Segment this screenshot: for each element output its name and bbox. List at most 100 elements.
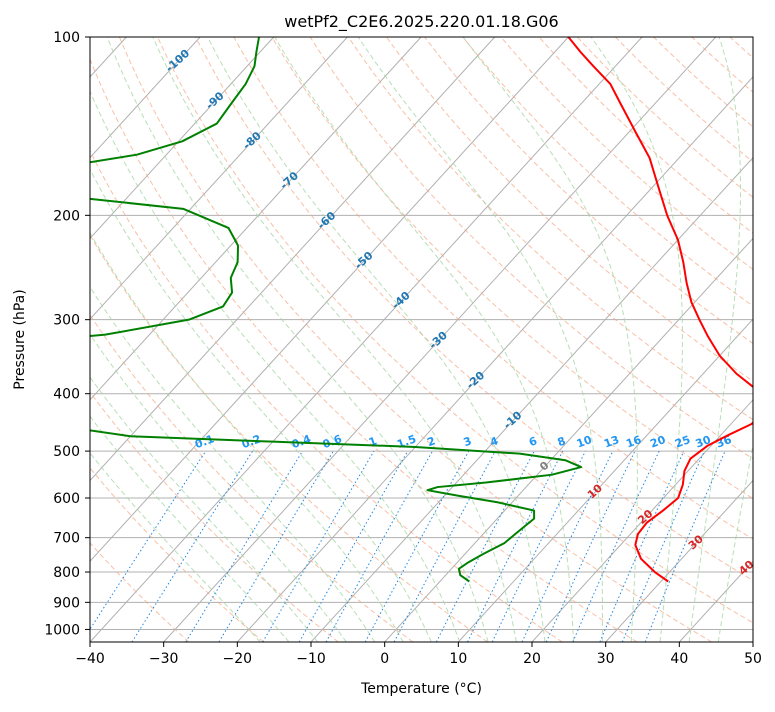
moist-adiabat-line: [717, 442, 753, 642]
y-tick-label: 900: [53, 595, 80, 611]
moist-adiabat-line: [152, 37, 517, 642]
mixing-ratio-label: 6: [527, 434, 539, 449]
mixing-ratio-label: 3: [462, 434, 474, 449]
mixing-ratio-line: [545, 450, 636, 642]
moist-adiabat-line: [90, 415, 290, 642]
x-tick-label: −20: [223, 651, 253, 667]
x-tick-label: 30: [597, 651, 615, 667]
x-tick-label: 10: [449, 651, 467, 667]
y-tick-label: 400: [53, 387, 80, 403]
isotherm-line: [384, 237, 753, 642]
dry-adiabat-line: [90, 467, 264, 642]
isotherm-line: [236, 76, 753, 642]
mixing-ratio-label: 8: [556, 434, 568, 449]
mixing-ratio-label: 0.6: [321, 432, 344, 451]
mixing-ratio-line: [262, 450, 375, 642]
x-tick-label: −40: [75, 651, 105, 667]
isotherm-line: [605, 479, 753, 642]
isotherm-line: [90, 37, 348, 320]
mixing-ratio-line: [621, 450, 705, 642]
plot-frame: [89, 36, 754, 643]
mixing-ratio-label: 1: [367, 434, 379, 449]
isotherm-line: [90, 37, 201, 159]
x-tick-label: −10: [296, 651, 326, 667]
moist-adiabat-line: [90, 452, 261, 642]
mixing-ratio-label: 2: [426, 434, 438, 449]
dry-adiabat-line: [90, 149, 563, 642]
moist-adiabat-line: [90, 286, 376, 642]
dry-adiabat-line: [90, 391, 339, 642]
mixing-ratio-line: [364, 450, 470, 642]
x-tick-label: 40: [670, 651, 688, 667]
isotherm-line: [90, 37, 496, 482]
moist-adiabat-line: [90, 90, 461, 642]
dry-adiabat-line: [233, 37, 753, 540]
moist-adiabat-line: [90, 231, 404, 642]
mixing-ratio-line: [572, 450, 660, 642]
dry-adiabat-line: [195, 37, 753, 582]
mixing-ratio-label: 36: [714, 433, 733, 451]
moist-adiabat-line: [207, 37, 546, 642]
chart-title: wetPf2_C2E6.2025.220.01.18.G06: [284, 12, 558, 32]
y-tick-label: 300: [53, 313, 80, 329]
isotherm-line: [90, 37, 569, 563]
x-tick-label: 0: [380, 651, 389, 667]
mixing-ratio-line: [521, 450, 614, 642]
moist-adiabat-line: [90, 168, 432, 642]
y-tick-label: 800: [53, 565, 80, 581]
x-tick-label: −30: [149, 651, 179, 667]
mixing-ratio-line: [185, 450, 303, 642]
moist-adiabat-line: [90, 333, 347, 642]
mixing-ratio-line: [644, 450, 726, 642]
mixing-ratio-label: 16: [624, 433, 643, 451]
mixing-ratio-line: [131, 450, 254, 642]
dry-adiabat-line: [157, 37, 753, 624]
isotherm-line: [90, 37, 422, 401]
y-axis: 1000 900 800 700 600 500 400 300 200 100: [44, 30, 90, 638]
y-tick-label: 100: [53, 30, 80, 46]
moist-adiabat-line: [274, 37, 575, 642]
mixing-ratio-label: 20: [649, 433, 668, 451]
y-axis-label: Pressure (hPa): [12, 289, 28, 389]
y-tick-label: 700: [53, 531, 80, 547]
mixing-ratio-label: 0.1: [193, 432, 216, 451]
plot-area: [90, 37, 753, 642]
dry-adiabat-line: [576, 37, 753, 198]
isotherm-line: [457, 318, 753, 642]
y-tick-label: 1000: [44, 622, 80, 638]
mixing-ratio-label: 13: [602, 433, 621, 450]
mixing-ratio-label: 10: [575, 433, 594, 451]
dry-adiabat-line: [386, 37, 753, 382]
sounding-profiles: [90, 37, 753, 583]
isotherm-line: [90, 37, 275, 240]
mixing-ratio-line: [218, 450, 334, 642]
x-axis-label: Temperature (°C): [360, 681, 482, 697]
moist-adiabat-line: [590, 37, 683, 642]
mixing-ratio-line: [325, 450, 433, 642]
mixing-ratio-line: [491, 450, 586, 642]
temperature-profile: [567, 37, 753, 583]
moist-adiabat-line: [357, 37, 603, 642]
moist-adiabat-line: [688, 37, 741, 642]
mixing-ratio-line: [298, 450, 409, 642]
dry-adiabat-line: [615, 37, 753, 163]
dry-adiabat-line: [462, 37, 753, 307]
moist-adiabat-line: [462, 37, 638, 642]
y-tick-label: 600: [53, 491, 80, 507]
mixing-ratio-label: 25: [673, 433, 692, 450]
dry-adiabat-line: [90, 314, 414, 642]
x-tick-label: 50: [744, 651, 762, 667]
dry-adiabat-line: [347, 37, 753, 421]
mixing-ratio-label: 4: [488, 434, 500, 449]
x-axis: −40 −30 −20 −10 0 10 20 30 40 50: [75, 642, 762, 667]
isotherm-line: [531, 399, 753, 642]
dewpoint-profile: [90, 37, 583, 583]
moist-adiabat-line: [106, 37, 489, 642]
x-tick-label: 20: [523, 651, 541, 667]
y-tick-label: 200: [53, 208, 80, 224]
isotherm-line: [90, 37, 643, 642]
y-tick-label: 500: [53, 444, 80, 460]
moist-adiabat-line: [90, 376, 319, 642]
